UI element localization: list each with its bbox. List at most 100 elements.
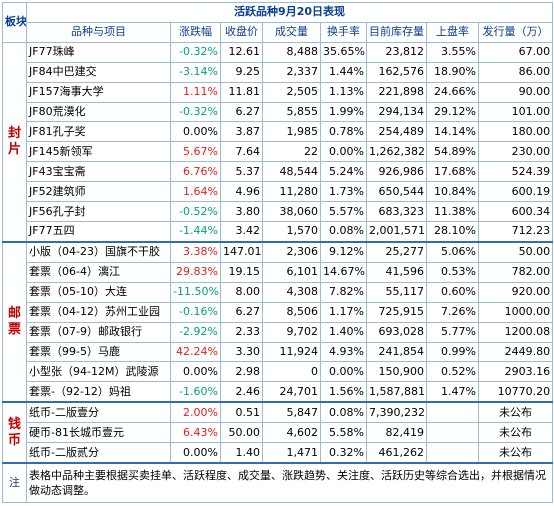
cell-issue: 10770.20 bbox=[477, 381, 554, 403]
cell-rate: 1.47% bbox=[426, 381, 479, 403]
cell-close: 6.27 bbox=[220, 301, 263, 323]
cell-name: 套票（07-9）邮政银行 bbox=[26, 321, 171, 343]
cell-close: 4.96 bbox=[220, 181, 263, 203]
table-row: JF157海事大学 1.11% 11.81 2,505 1.13% 221,898 24.6… bbox=[3, 81, 554, 103]
cell-rate: 7.26% bbox=[426, 301, 479, 323]
cell-turnover: 0.08% bbox=[320, 401, 367, 424]
cell-name: JF81孔子奖 bbox=[26, 121, 171, 143]
cell-turnover: 0.00% bbox=[320, 361, 367, 383]
cell-turnover: 5.57% bbox=[320, 201, 367, 222]
cell-stock: 926,986 bbox=[366, 161, 427, 183]
header-issue: 发行量（万） bbox=[477, 21, 554, 43]
cell-volume: 1,570 bbox=[262, 220, 321, 243]
cell-turnover: 0.08% bbox=[320, 220, 367, 243]
cell-name: 小版（04-23）国旗不干胶 bbox=[26, 240, 171, 263]
cell-turnover: 1.17% bbox=[320, 301, 367, 323]
cell-turnover: 0.32% bbox=[320, 442, 367, 464]
cell-turnover: 14.67% bbox=[320, 261, 367, 283]
table-row: 套票（04-12）苏州工业园 -0.16% 6.27 8,506 1.17% 725,91… bbox=[3, 301, 554, 323]
cell-rate: 5.77% bbox=[426, 321, 479, 343]
cell-issue: 1200.08 bbox=[477, 321, 554, 343]
cell-volume: 2,306 bbox=[262, 240, 321, 263]
cell-close: 19.15 bbox=[220, 261, 263, 283]
table-row: 套票（06-4）漓江 29.83% 19.15 6,101 14.67% 41,596 0.… bbox=[3, 261, 554, 283]
cell-turnover: 5.24% bbox=[320, 161, 367, 183]
cell-rate: 54.89% bbox=[426, 141, 479, 163]
cell-stock: 23,812 bbox=[366, 41, 427, 63]
cell-name: JF56孔子封 bbox=[26, 201, 171, 222]
cell-close: 2.33 bbox=[220, 321, 263, 343]
table-row: JF84中巴建交 -3.14% 9.25 2,337 1.44% 162,576 18.90… bbox=[3, 61, 554, 83]
cell-turnover: 1.13% bbox=[320, 81, 367, 103]
section-label-char: 钱 bbox=[7, 416, 21, 432]
cell-issue: 782.00 bbox=[477, 261, 554, 283]
cell-issue: 67.00 bbox=[477, 41, 554, 63]
cell-rate bbox=[426, 422, 479, 444]
cell-issue: 600.19 bbox=[477, 181, 554, 203]
title-row: 板块 活跃品种9月20日表现 bbox=[2, 2, 554, 43]
header-volume: 成交量 bbox=[262, 21, 321, 43]
cell-close: 11.81 bbox=[220, 81, 263, 103]
note-text: 表格中品种主要根据买卖挂单、活跃程度、成交量、涨跌趋势、关注度、活跃历史等综合选… bbox=[25, 462, 554, 504]
cell-stock: 221,898 bbox=[366, 81, 427, 103]
note-row: 注表格中品种主要根据买卖挂单、活跃程度、成交量、涨跌趋势、关注度、活跃历史等综合… bbox=[2, 462, 554, 504]
cell-volume: 8,506 bbox=[262, 301, 321, 323]
table-row: 纸币-二版贰分 0.00% 1.40 1,471 0.32% 461,262 未公布 bbox=[3, 442, 554, 464]
corner-label: 板块 bbox=[2, 2, 27, 43]
cell-volume: 38,060 bbox=[262, 201, 321, 222]
section-label-char: 片 bbox=[7, 141, 21, 157]
table-row: 套票（05-10）大连 -11.50% 8.00 4,308 7.82% 55,117 0.… bbox=[3, 281, 554, 303]
cell-issue: 2449.80 bbox=[477, 341, 554, 363]
cell-volume: 11,924 bbox=[262, 341, 321, 363]
cell-volume: 6,101 bbox=[262, 261, 321, 283]
cell-close: 9.25 bbox=[220, 61, 263, 83]
cell-rate: 17.68% bbox=[426, 161, 479, 183]
cell-turnover: 1.44% bbox=[320, 61, 367, 83]
table-row: JF43宝宝斋 6.76% 5.37 48,544 5.24% 926,986 17.68%… bbox=[3, 161, 554, 183]
table-row: JF145新领军 5.67% 7.64 22 0.00% 1,262,382 54.89% 2… bbox=[3, 141, 554, 163]
table-row: 邮票小版（04-23）国旗不干胶 3.38% 147.01 2,306 9.12% 25,… bbox=[2, 240, 554, 403]
cell-stock: 162,576 bbox=[366, 61, 427, 83]
cell-rate: 5.06% bbox=[426, 240, 479, 263]
cell-issue: 600.34 bbox=[477, 201, 554, 222]
cell-rate: 0.52% bbox=[426, 361, 479, 383]
cell-rate: 18.90% bbox=[426, 61, 479, 83]
cell-stock: 294,134 bbox=[366, 101, 427, 123]
cell-change: -0.52% bbox=[170, 201, 221, 222]
cell-rate bbox=[426, 442, 479, 464]
cell-volume: 1,471 bbox=[262, 442, 321, 464]
cell-change: 6.76% bbox=[170, 161, 221, 183]
cell-issue: 524.39 bbox=[477, 161, 554, 183]
cell-turnover: 1.99% bbox=[320, 101, 367, 123]
table-row: 硬币-81长城币壹元 6.43% 50.00 4,602 5.58% 82,419 未公布 bbox=[3, 422, 554, 444]
cell-close: 2.46 bbox=[220, 381, 263, 403]
cell-issue: 2903.16 bbox=[477, 361, 554, 383]
cell-stock: 41,596 bbox=[366, 261, 427, 283]
table-row: 封片 JF77珠峰 -0.32% 12.61 8,488 35.65% 23,812 3.55… bbox=[2, 41, 554, 243]
cell-name: JF43宝宝斋 bbox=[26, 161, 171, 183]
cell-close: 2.98 bbox=[220, 361, 263, 383]
cell-change: -1.44% bbox=[170, 220, 221, 243]
cell-name: 套票（05-10）大连 bbox=[26, 281, 171, 303]
cell-volume: 2,337 bbox=[262, 61, 321, 83]
cell-name: 小型张（94-12M）武陵源 bbox=[26, 361, 171, 383]
cell-name: 硬币-81长城币壹元 bbox=[26, 422, 171, 444]
table-row: JF56孔子封 -0.52% 3.80 38,060 5.57% 683,323 11.38… bbox=[3, 201, 554, 222]
cell-issue: 未公布 bbox=[477, 422, 554, 444]
cell-name: JF52建筑师 bbox=[26, 181, 171, 203]
cell-stock: 55,117 bbox=[366, 281, 427, 303]
cell-change: 0.00% bbox=[170, 442, 221, 464]
cell-rate: 10.84% bbox=[426, 181, 479, 203]
cell-issue: 86.00 bbox=[477, 61, 554, 83]
header-close: 收盘价 bbox=[220, 21, 263, 43]
cell-rate: 14.14% bbox=[426, 121, 479, 143]
cell-rate: 0.60% bbox=[426, 281, 479, 303]
cell-issue: 未公布 bbox=[477, 442, 554, 464]
cell-stock: 2,001,571 bbox=[366, 220, 427, 243]
cell-rate: 24.66% bbox=[426, 81, 479, 103]
cell-turnover: 1.40% bbox=[320, 321, 367, 343]
note-label: 注 bbox=[2, 462, 27, 504]
cell-close: 3.80 bbox=[220, 201, 263, 222]
cell-volume: 9,702 bbox=[262, 321, 321, 343]
cell-close: 12.61 bbox=[220, 41, 263, 63]
